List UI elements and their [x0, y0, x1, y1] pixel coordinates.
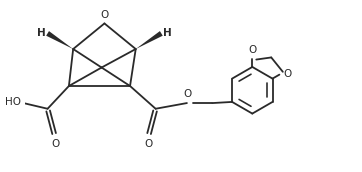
Text: HO: HO	[5, 97, 21, 107]
Text: O: O	[249, 45, 257, 55]
Polygon shape	[46, 31, 73, 49]
Text: H: H	[37, 28, 46, 37]
Polygon shape	[136, 31, 163, 49]
Text: O: O	[100, 10, 109, 20]
Text: O: O	[184, 89, 192, 99]
Text: H: H	[163, 28, 172, 37]
Text: O: O	[51, 139, 59, 149]
Text: O: O	[144, 139, 153, 149]
Text: O: O	[283, 69, 292, 79]
